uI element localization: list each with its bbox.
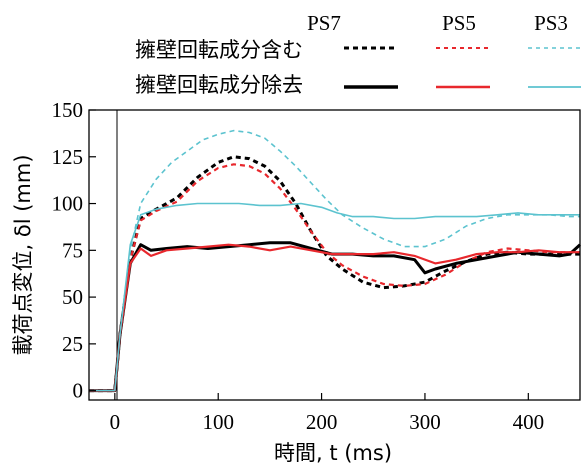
series-line-ps7-with-rotation: [89, 155, 580, 393]
series-layer: [89, 129, 581, 393]
x-tick-label: 400: [513, 410, 545, 434]
plot-frame: [88, 109, 581, 401]
y-tick-label: 0: [73, 379, 84, 403]
ticks-layer: 0 100 200 300 400 0 25 50 75 100 125 150: [52, 98, 545, 434]
x-tick-label: 100: [202, 410, 234, 434]
series-line-ps3-with-rotation: [89, 129, 580, 392]
legend-header-ps5: PS5: [442, 11, 476, 35]
y-tick-label: 50: [62, 285, 83, 309]
series-line-ps5-rotation-removed: [89, 243, 580, 392]
x-tick-label: 300: [409, 410, 441, 434]
x-axis-title: 時間, t (ms): [274, 441, 392, 465]
y-tick-label: 125: [52, 145, 84, 169]
series-line-ps5-with-rotation: [89, 163, 580, 392]
x-tick-label: 200: [306, 410, 338, 434]
series-line-ps7-rotation-removed: [89, 241, 581, 393]
legend-header-ps3: PS3: [534, 11, 568, 35]
y-tick-label: 100: [52, 192, 84, 216]
legend-row-label-with-rotation: 擁壁回転成分含む: [135, 38, 303, 62]
plot-area: 0 100 200 300 400 0 25 50 75 100 125 150: [52, 98, 581, 434]
legend-row-label-rotation-removed: 擁壁回転成分除去: [135, 73, 303, 97]
legend-header-ps7: PS7: [307, 11, 341, 35]
x-tick-label: 0: [110, 410, 121, 434]
legend: PS7 PS5 PS3 擁壁回転成分含む 擁壁回転成分除去: [135, 11, 581, 97]
series-line-ps3-rotation-removed: [89, 202, 580, 392]
y-tick-label: 150: [52, 98, 84, 122]
y-tick-label: 75: [62, 238, 83, 262]
y-tick-label: 25: [62, 332, 83, 356]
y-axis-title: 載荷点変位, δl (mm): [11, 154, 35, 355]
